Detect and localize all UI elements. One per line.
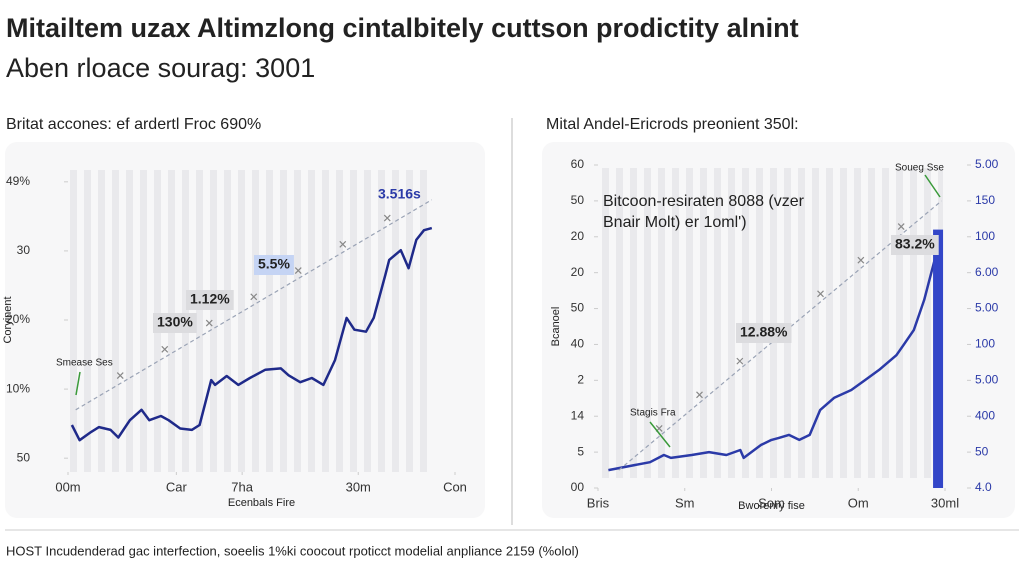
y2-tick-label: 400 xyxy=(975,408,995,422)
y2-tick-label: 6.00 xyxy=(975,265,999,279)
callout-arrow xyxy=(924,174,941,198)
annotation: Bitcoon-resiraten 8088 (vzer xyxy=(603,193,805,210)
annotation-box xyxy=(186,290,234,310)
y-tick-label: 40 xyxy=(571,337,585,351)
annotation: Bnair Molt) er 1oml') xyxy=(603,214,747,231)
y2-tick-label: 100 xyxy=(975,337,995,351)
x-tick-label: Som xyxy=(758,495,785,510)
y-axis-label: Coryinent xyxy=(2,296,14,343)
y-tick-label: 14 xyxy=(571,408,585,422)
x-tick-label: 00m xyxy=(55,479,80,494)
x-tick-label: Sm xyxy=(675,495,695,510)
x-tick-label: 30m xyxy=(346,479,371,494)
y2-tick-label: 4.0 xyxy=(975,480,992,494)
marker-glyph xyxy=(857,256,865,264)
x-axis-label: Ecenbals Fire xyxy=(228,497,295,509)
y-axis-label: Bcanoel xyxy=(550,307,562,347)
marker-glyph xyxy=(817,290,824,298)
annotation-box xyxy=(254,255,294,275)
marker-glyph xyxy=(383,214,391,222)
y-tick-label: 20 xyxy=(571,265,585,279)
annotation-box xyxy=(736,323,792,343)
x-tick-label: 30ml xyxy=(931,495,959,510)
marker-glyph xyxy=(736,357,744,365)
y2-tick-label: 50 xyxy=(975,444,989,458)
chart-title: Mital Andel-Ericrods preonient 350l: xyxy=(546,116,799,133)
y-tick-label: 50 xyxy=(571,301,585,315)
y2-tick-label: 5.00 xyxy=(975,373,999,387)
callout-label: Soueg Sse xyxy=(895,163,944,174)
annotation: 5.5% xyxy=(258,256,290,272)
y-tick-label: 30 xyxy=(17,243,31,257)
annotation: 3.516s xyxy=(378,186,421,202)
y-tick-label: 50 xyxy=(17,450,31,464)
marker-glyph xyxy=(205,319,213,327)
page-title: Mitailtem uzax Altimzlong cintalbitely c… xyxy=(6,13,799,43)
y-tick-label: 20 xyxy=(571,229,585,243)
annotation: 1.12% xyxy=(190,291,230,307)
x-tick-label: Om xyxy=(848,495,869,510)
x-tick-label: Car xyxy=(166,479,188,494)
marker-glyph xyxy=(116,372,124,379)
x-tick-label: Con xyxy=(443,479,467,494)
trend-line xyxy=(75,199,433,411)
marker-glyph xyxy=(294,267,302,274)
y2-tick-label: 150 xyxy=(975,193,995,207)
y2-tick-label: 100 xyxy=(975,229,995,243)
plot-background xyxy=(68,170,433,472)
line xyxy=(70,226,433,442)
annotation-box xyxy=(891,235,939,255)
annotation: 12.88% xyxy=(740,324,788,340)
y-tick-label: 2 xyxy=(577,373,584,387)
callout-arrow xyxy=(649,421,671,448)
callout-arrow xyxy=(75,371,81,396)
annotation-box xyxy=(153,313,197,333)
x-tick-label: Bris xyxy=(587,495,610,510)
y-tick-label: 50 xyxy=(571,193,585,207)
chart-title: Britat accones: ef ardertl Froc 690% xyxy=(6,116,261,133)
callout-label: Smease Ses xyxy=(56,358,113,369)
annotation: 130% xyxy=(157,314,193,330)
y-tick-label: 60 xyxy=(571,157,585,171)
annotation: 83.2% xyxy=(895,236,935,252)
marker-glyph xyxy=(161,345,169,353)
marker-glyph xyxy=(250,293,258,301)
callout-label: Stagis Fra xyxy=(630,408,676,419)
footer-text: HOST Incudenderad gac interfection, soee… xyxy=(6,543,579,558)
y2-tick-label: 5.00 xyxy=(975,157,999,171)
y-tick-label: 5 xyxy=(577,444,584,458)
y-tick-label: 10% xyxy=(6,381,30,395)
x-tick-label: 7ha xyxy=(231,479,253,494)
y-tick-label: 49% xyxy=(6,174,30,188)
marker-glyph xyxy=(897,223,905,230)
line xyxy=(608,229,940,472)
y-tick-label: 20% xyxy=(6,312,30,326)
bar xyxy=(933,229,944,488)
page-subtitle: Aben rloace sourag: 3001 xyxy=(6,53,315,83)
y-tick-label: 00 xyxy=(571,480,585,494)
x-axis-label: Bworenry fise xyxy=(738,500,805,512)
y2-tick-label: 5.00 xyxy=(975,301,999,315)
marker-glyph xyxy=(339,240,347,248)
marker-glyph xyxy=(696,391,703,399)
